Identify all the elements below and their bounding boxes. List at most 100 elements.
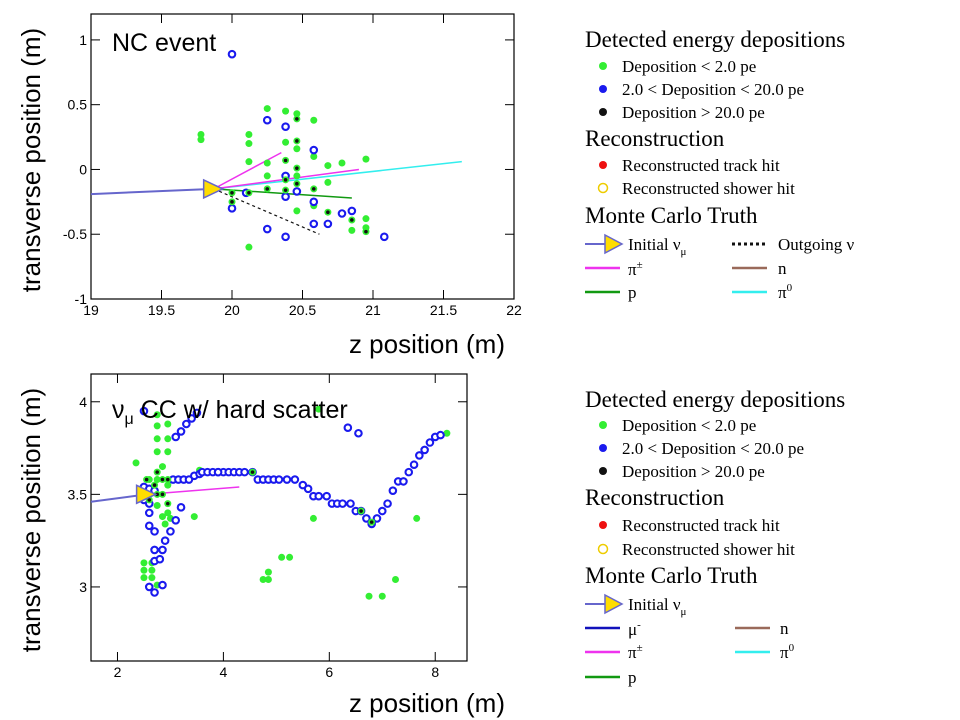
hit-mid-core xyxy=(141,408,147,414)
hit-high xyxy=(147,498,152,502)
hit-high xyxy=(160,477,165,482)
hit-low xyxy=(164,509,172,517)
legend-low-marker xyxy=(599,421,607,429)
legend-nu-arrow-icon xyxy=(604,593,624,615)
hit-low xyxy=(140,574,148,582)
hit-mid-core xyxy=(260,477,266,482)
hit-mid-core xyxy=(283,194,288,199)
hit-mid-core xyxy=(348,501,353,506)
legend-mc-title: Monte Carlo Truth xyxy=(585,563,758,588)
hit-mid-core xyxy=(271,477,276,482)
hit-low xyxy=(324,178,332,186)
hit-low xyxy=(309,514,317,522)
hit-mid-core xyxy=(170,477,176,482)
hit-markers xyxy=(132,405,451,600)
hit-mid-core xyxy=(152,547,157,553)
legend-initial-nu: Initial νμ xyxy=(628,235,687,258)
hit-mid-core xyxy=(353,508,358,514)
y-tick-label: 3.5 xyxy=(68,486,88,502)
legend-mid-marker xyxy=(599,85,607,93)
hit-mid-core xyxy=(181,477,186,482)
hit-high xyxy=(283,178,288,182)
x-tick-label: 4 xyxy=(219,664,227,680)
hit-mid-core xyxy=(349,208,355,214)
hit-mid-core xyxy=(229,51,235,57)
legend-pipm: π± xyxy=(628,259,643,279)
legend-nu-arrow-icon xyxy=(604,233,624,255)
hit-low xyxy=(158,513,166,521)
hit-low xyxy=(443,429,451,437)
legend-high-marker xyxy=(599,108,607,116)
hit-low xyxy=(153,411,161,419)
y-tick-label: -1 xyxy=(75,291,88,307)
hit-mid-core xyxy=(205,469,210,475)
hit-high xyxy=(165,477,170,482)
hit-low xyxy=(132,459,140,467)
hit-low xyxy=(263,172,271,180)
legend-detected-title: Detected energy depositions xyxy=(585,27,845,52)
hit-high xyxy=(155,470,159,474)
hit-high xyxy=(230,190,234,195)
hit-high xyxy=(265,187,270,191)
hit-low xyxy=(197,130,205,138)
hit-mid-core xyxy=(294,189,300,194)
hit-mid-core xyxy=(157,556,163,562)
legend-dep-mid: 2.0 < Deposition < 20.0 pe xyxy=(622,80,804,99)
hit-low xyxy=(153,422,161,430)
nc-event-panel: 19 19.5 20 20.5 21 21.5 22 -1 -0.5 0 0.5 1 NC event… xyxy=(16,13,522,359)
hit-low xyxy=(197,136,205,144)
x-tick-label: 8 xyxy=(431,664,439,680)
hit-mid-core xyxy=(226,469,231,475)
legend-dep-high: Deposition > 20.0 pe xyxy=(622,103,765,122)
hit-mid-core xyxy=(173,518,178,523)
x-tick-label: 20.5 xyxy=(289,302,316,318)
hit-mid-core xyxy=(356,431,361,436)
hit-low xyxy=(362,215,370,223)
hit-low xyxy=(392,576,400,584)
hit-mid-core xyxy=(300,482,306,488)
legend-pi0: π0 xyxy=(780,642,795,662)
hit-mid-core xyxy=(283,234,288,240)
hit-mid-core xyxy=(380,508,385,514)
hit-mid-core xyxy=(178,429,184,434)
hit-low xyxy=(324,162,332,170)
hit-low xyxy=(153,435,161,443)
x-tick-label: 19.5 xyxy=(148,302,175,318)
y-tick-label: 0 xyxy=(79,161,87,177)
x-tick-label: 2 xyxy=(114,664,122,680)
hit-mid-core xyxy=(229,206,235,211)
x-tick-label: 22 xyxy=(506,302,522,318)
hit-low xyxy=(378,592,386,600)
legend-proton: p xyxy=(628,668,637,687)
legend-dep-mid: 2.0 < Deposition < 20.0 pe xyxy=(622,439,804,458)
hit-low xyxy=(164,481,172,489)
hit-low xyxy=(264,568,272,576)
legend-shower-marker xyxy=(597,543,609,555)
title-sub: μ xyxy=(125,411,134,428)
hit-mid-core xyxy=(438,432,443,438)
hit-low xyxy=(164,420,172,428)
hit-high xyxy=(295,139,299,143)
hit-mid-core xyxy=(395,479,401,484)
hit-mid-core xyxy=(283,124,288,129)
hit-low xyxy=(293,145,301,153)
hit-high xyxy=(326,210,330,215)
hit-mid-core xyxy=(364,516,369,521)
y-axis-label: transverse position (m) xyxy=(16,388,46,652)
hit-low xyxy=(365,592,373,600)
hit-mid-core xyxy=(427,440,433,445)
legend-muon: μ- xyxy=(628,619,641,639)
y-axis-label: transverse position (m) xyxy=(16,28,46,292)
hit-high xyxy=(311,187,316,191)
hit-low xyxy=(153,448,161,456)
hit-mid-core xyxy=(189,416,194,421)
hit-mid-core xyxy=(178,505,184,510)
hit-low xyxy=(263,105,271,113)
hit-mid-core xyxy=(284,477,290,482)
axis-ticks: 2 4 6 8 3 3.5 4 xyxy=(68,374,467,680)
panel-title: νμ CC w/ hard scatter xyxy=(112,396,348,428)
hit-low xyxy=(245,130,253,138)
neutrino-arrow-icon xyxy=(202,178,225,200)
hit-mid-core xyxy=(325,221,331,227)
